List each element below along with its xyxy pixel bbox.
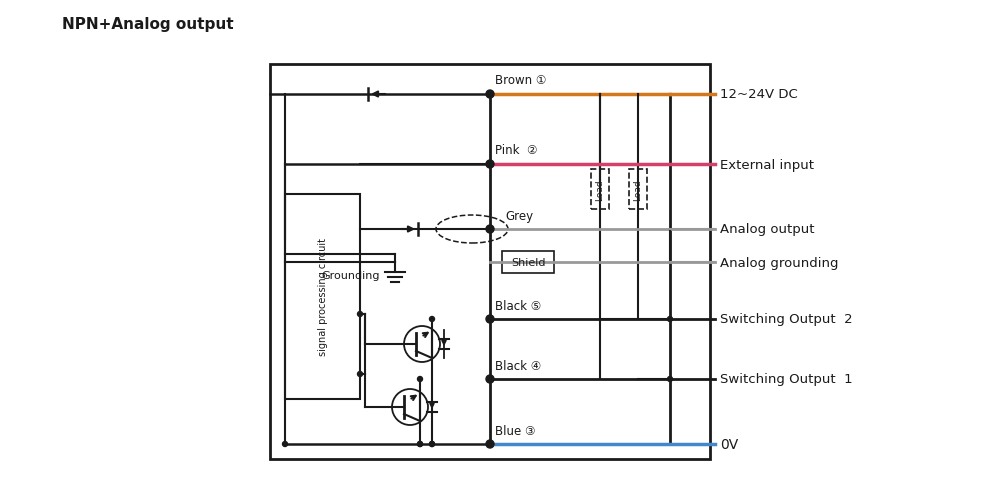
Circle shape <box>486 226 494 233</box>
Circle shape <box>486 375 494 383</box>
Circle shape <box>430 441 435 447</box>
Bar <box>285 195 360 399</box>
Text: Analog output: Analog output <box>720 223 815 236</box>
Circle shape <box>486 161 494 168</box>
Text: 12~24V DC: 12~24V DC <box>720 88 798 101</box>
Circle shape <box>486 91 494 99</box>
Text: Switching Output  1: Switching Output 1 <box>720 373 852 386</box>
Circle shape <box>357 372 362 377</box>
Text: Black ④: Black ④ <box>495 359 542 372</box>
Text: Grounding: Grounding <box>322 271 380 280</box>
Bar <box>629 170 647 210</box>
Text: Switching Output  2: Switching Output 2 <box>720 313 852 326</box>
Text: Brown ①: Brown ① <box>495 74 546 87</box>
Text: Load: Load <box>634 179 643 200</box>
Circle shape <box>486 440 494 448</box>
Bar <box>591 170 609 210</box>
Circle shape <box>282 441 287 447</box>
Text: 0V: 0V <box>720 437 739 451</box>
Text: signal processing circuit: signal processing circuit <box>318 238 328 356</box>
Text: NPN+Analog output: NPN+Analog output <box>62 17 234 32</box>
Circle shape <box>357 312 362 317</box>
Circle shape <box>667 377 672 382</box>
Text: Pink  ②: Pink ② <box>495 144 538 157</box>
Text: Blue ③: Blue ③ <box>495 424 536 437</box>
Bar <box>270 65 710 459</box>
Circle shape <box>418 441 423 447</box>
Text: Grey: Grey <box>505 210 534 223</box>
Circle shape <box>667 317 672 322</box>
Text: Shield: Shield <box>511 257 545 268</box>
Text: Load: Load <box>596 179 605 200</box>
Text: Analog grounding: Analog grounding <box>720 256 839 269</box>
Circle shape <box>430 317 435 322</box>
Bar <box>502 252 554 273</box>
Text: Black ⑤: Black ⑤ <box>495 300 542 312</box>
Circle shape <box>418 441 423 447</box>
Circle shape <box>486 316 494 323</box>
Circle shape <box>418 377 423 382</box>
Text: External input: External input <box>720 158 814 171</box>
Circle shape <box>430 441 435 447</box>
